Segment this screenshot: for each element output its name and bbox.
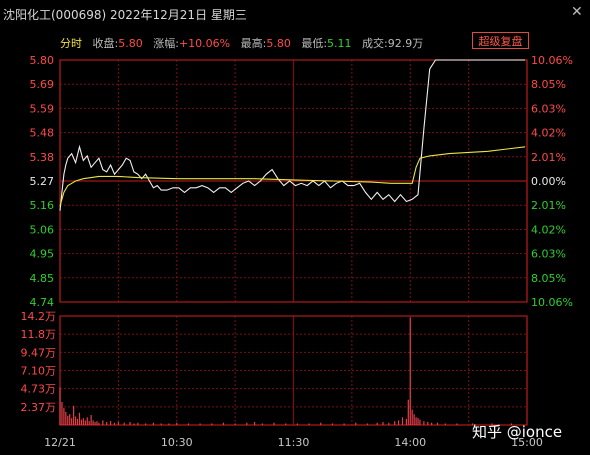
time-tick-label: 12/21 [44, 436, 76, 449]
percent-tick-label: 8.05% [531, 78, 566, 91]
percent-tick-label: 8.05% [531, 272, 566, 285]
percent-tick-label: 2.01% [531, 199, 566, 212]
percent-tick-label: 4.02% [531, 223, 566, 236]
price-tick-label: 4.85 [30, 272, 55, 285]
time-tick-label: 14:00 [394, 436, 426, 449]
price-tick-label: 5.48 [30, 127, 55, 140]
price-tick-label: 5.16 [30, 199, 55, 212]
percent-tick-label: 6.03% [531, 102, 566, 115]
price-tick-label: 5.06 [30, 223, 55, 236]
percent-tick-label: 10.06% [531, 54, 573, 67]
close-value: 5.80 [118, 37, 143, 50]
change-value: +10.06% [178, 37, 231, 50]
super-replay-button[interactable]: 超级复盘 [472, 32, 529, 49]
quote-info-bar: 分时 收盘:5.80 涨幅:+10.06% 最高:5.80 最低:5.11 成交… [60, 35, 423, 51]
price-tick-label: 4.95 [30, 248, 55, 261]
volume-panel-border [59, 315, 528, 426]
price-tick-label: 5.69 [30, 78, 55, 91]
close-icon[interactable]: ✕ [571, 4, 583, 20]
percent-tick-label: 4.02% [531, 127, 566, 140]
time-tick-label: 10:30 [161, 436, 193, 449]
watermark: 知乎 @ionce [472, 423, 563, 441]
price-line [59, 59, 526, 211]
price-tick-label: 5.27 [30, 175, 55, 188]
volume-tick-label: 7.10万 [21, 365, 57, 378]
volume-tick-label: 2.37万 [21, 401, 57, 414]
volume-tick-label: 4.73万 [21, 383, 57, 396]
price-panel-border [59, 59, 528, 303]
volume-tick-label: 11.8万 [21, 328, 57, 341]
window-title: 沈阳化工(000698) 2022年12月21日 星期三 [3, 8, 247, 22]
low-value: 5.11 [327, 37, 352, 50]
close-label: 收盘: [92, 37, 119, 50]
percent-tick-label: 10.06% [531, 296, 573, 309]
low-label: 最低: [301, 37, 328, 50]
price-tick-label: 5.80 [30, 54, 55, 67]
volume-value: 92.9万 [387, 37, 424, 50]
percent-tick-label: 0.00% [531, 175, 566, 188]
price-tick-label: 5.38 [30, 151, 55, 164]
mode-label: 分时 [60, 37, 82, 50]
percent-tick-label: 6.03% [531, 248, 566, 261]
high-value: 5.80 [266, 37, 291, 50]
change-label: 涨幅: [153, 37, 179, 50]
time-tick-label: 15:00 [511, 436, 543, 449]
high-label: 最高: [240, 37, 267, 50]
volume-tick-label: 9.47万 [21, 346, 57, 359]
price-tick-label: 5.59 [30, 102, 55, 115]
volume-tick-label: 14.2万 [21, 310, 57, 323]
percent-tick-label: 2.01% [531, 151, 566, 164]
time-tick-label: 11:30 [278, 436, 310, 449]
avg-price-line [59, 146, 526, 207]
volume-label: 成交: [362, 37, 388, 50]
price-tick-label: 4.74 [30, 296, 55, 309]
